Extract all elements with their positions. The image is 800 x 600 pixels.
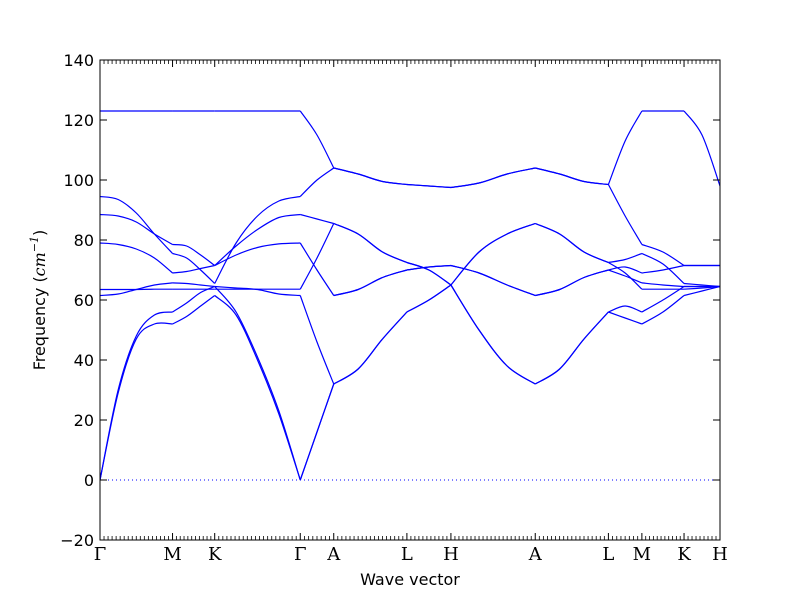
y-tick-label: 40 xyxy=(74,351,94,370)
q-point-label: L xyxy=(602,544,614,565)
q-point-label: K xyxy=(677,544,691,565)
band-segment-8-3 xyxy=(608,266,643,274)
band-segment-0-1 xyxy=(100,311,173,481)
band-segment-1-6 xyxy=(172,252,216,284)
band-segment-8-2 xyxy=(608,269,643,284)
band-segment-6-0 xyxy=(450,222,536,286)
band-segment-8-7 xyxy=(607,110,643,185)
band-segment-1-5 xyxy=(172,243,216,266)
band-segment-3-7 xyxy=(299,110,335,169)
band-segment-8-5 xyxy=(608,305,643,313)
y-axis-label-text: Frequency xyxy=(30,288,49,371)
band-segment-9-6 xyxy=(641,243,685,267)
band-segment-6-5 xyxy=(450,284,536,385)
band-segment-2-1 xyxy=(214,286,301,481)
band-segment-9-1 xyxy=(641,252,685,284)
band-segment-8-6 xyxy=(607,184,643,245)
band-segment-6-4 xyxy=(450,284,536,385)
y-tick-label: 60 xyxy=(74,291,94,310)
band-segment-3-5 xyxy=(300,213,334,225)
band-segment-9-5 xyxy=(641,285,685,313)
q-point-label: L xyxy=(401,544,413,565)
band-segment-3-3 xyxy=(299,223,335,290)
band-segment-7-5 xyxy=(534,311,609,385)
band-segment-1-4 xyxy=(172,264,215,274)
band-segment-0-0 xyxy=(100,322,173,481)
band-segment-7-2 xyxy=(535,269,609,297)
band-segment-1-0 xyxy=(172,295,216,325)
band-segment-9-2 xyxy=(641,282,685,288)
band-segment-3-4 xyxy=(299,242,335,296)
band-segment-7-1 xyxy=(535,222,609,264)
q-point-label: H xyxy=(712,544,728,565)
band-segment-4-2 xyxy=(333,269,408,297)
band-segment-8-0 xyxy=(608,261,643,290)
y-tick-label: 100 xyxy=(63,171,94,190)
band-segment-0-6 xyxy=(100,195,173,254)
band-segment-7-7 xyxy=(535,167,609,186)
band-segment-1-2 xyxy=(172,282,215,288)
phonon-bands xyxy=(100,110,720,481)
band-segment-5-7 xyxy=(406,183,451,189)
band-segment-6-3 xyxy=(450,264,536,297)
band-segment-4-1 xyxy=(333,311,408,385)
y-tick-label: 0 xyxy=(84,471,94,490)
band-segment-3-2 xyxy=(299,295,335,385)
band-segment-2-0 xyxy=(214,295,301,481)
band-segment-7-4 xyxy=(534,311,609,385)
band-segment-6-1 xyxy=(450,222,536,286)
band-segment-4-7 xyxy=(333,167,407,186)
band-segment-8-1 xyxy=(608,252,643,264)
y-axis: −20 0 20 40 60 80 100 120 140 xyxy=(60,51,720,550)
band-segment-4-0 xyxy=(333,311,408,385)
band-segment-3-6 xyxy=(299,167,335,197)
band-segment-5-3 xyxy=(406,264,451,271)
band-segment-2-4 xyxy=(214,242,301,267)
q-point-label: Γ xyxy=(94,544,107,565)
q-point-label: H xyxy=(443,544,459,565)
band-segment-1-1 xyxy=(172,285,215,313)
band-segment-9-3 xyxy=(641,264,685,274)
y-tick-label: 140 xyxy=(63,51,94,70)
band-segment-4-5 xyxy=(333,222,408,264)
plot-frame xyxy=(99,59,721,541)
y-axis-unit-exponent: −1 xyxy=(28,236,41,252)
band-segment-10-4 xyxy=(683,285,720,297)
q-point-label: K xyxy=(208,544,222,565)
q-point-label: M xyxy=(163,544,181,565)
band-segment-2-2 xyxy=(214,285,301,297)
q-point-label: A xyxy=(528,544,543,565)
band-segment-5-1 xyxy=(406,284,452,313)
band-segment-5-5 xyxy=(406,261,452,286)
q-point-label: A xyxy=(326,544,341,565)
x-axis-label: Wave vector xyxy=(360,570,460,589)
y-tick-label: 120 xyxy=(63,111,94,130)
y-axis-unit-base: cm xyxy=(30,252,49,276)
band-segment-8-4 xyxy=(608,311,643,325)
band-segment-0-4 xyxy=(100,242,173,274)
y-tick-label: 80 xyxy=(74,231,94,250)
band-segment-3-1 xyxy=(299,383,335,481)
band-segment-6-7 xyxy=(450,167,536,189)
q-point-label: M xyxy=(633,544,651,565)
band-segment-9-4 xyxy=(641,295,685,325)
band-segment-2-6 xyxy=(214,195,301,284)
q-point-label: Γ xyxy=(294,544,307,565)
band-segment-2-5 xyxy=(214,213,301,266)
band-segment-4-3 xyxy=(333,269,408,297)
y-tick-label: 20 xyxy=(74,411,94,430)
y-axis-label: Frequency (cm−1) xyxy=(28,230,49,371)
y-tick-label: −20 xyxy=(60,531,94,550)
band-segment-0-5 xyxy=(100,213,173,246)
band-segment-10-7 xyxy=(683,110,720,187)
band-segment-7-3 xyxy=(535,269,609,297)
